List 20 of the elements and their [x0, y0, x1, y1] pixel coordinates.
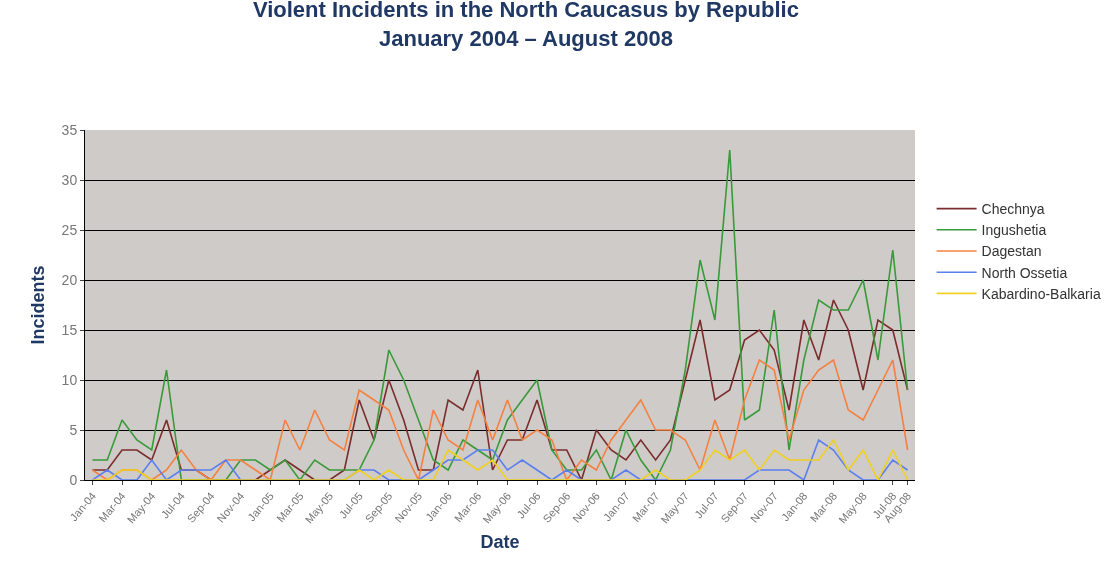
- y-tick-label: 15: [61, 321, 78, 338]
- y-tick-label: 35: [61, 121, 78, 138]
- y-tick-label: 0: [69, 471, 78, 488]
- legend-label: North Ossetia: [981, 264, 1068, 281]
- y-tick-label: 30: [61, 171, 78, 188]
- legend-label: Dagestan: [981, 243, 1042, 260]
- y-axis-title: Incidents: [27, 265, 48, 345]
- y-tick-label: 5: [69, 421, 78, 438]
- legend-label: Kabardino-Balkaria: [981, 285, 1101, 302]
- line-series: [91, 299, 909, 480]
- line-series: [91, 359, 909, 480]
- line-series: [91, 149, 909, 480]
- y-tick-label: 25: [61, 221, 78, 238]
- legend-label: Ingushetia: [981, 222, 1047, 239]
- y-tick-label: 10: [61, 371, 78, 388]
- y-tick-label: 20: [61, 271, 78, 288]
- chart-title: Violent Incidents in the North Caucasus by Republic: [252, 0, 799, 23]
- x-axis-title: Date: [480, 531, 520, 552]
- chart-subtitle: January 2004 – August 2008: [378, 26, 673, 51]
- legend-label: Chechnya: [981, 201, 1045, 218]
